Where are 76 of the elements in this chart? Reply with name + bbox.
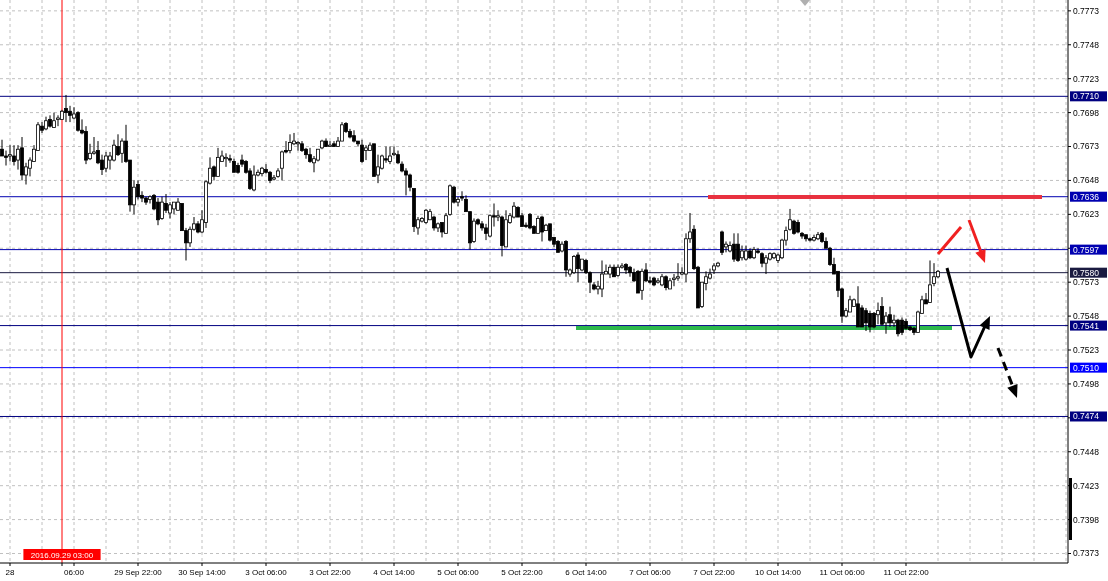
x-tick-label: 30 Sep 14:00 [178, 568, 227, 577]
candlestick [364, 144, 368, 161]
y-tick-label: 0.7748 [1073, 39, 1100, 50]
candlestick [296, 140, 300, 152]
candlestick [156, 197, 160, 226]
x-tick-label: 06:00 [63, 568, 85, 577]
candlestick [540, 215, 544, 242]
y-tick-label: 0.7723 [1073, 73, 1100, 84]
candlestick [12, 144, 16, 167]
x-tick-label: 11 Oct 22:00 [883, 568, 930, 577]
x-tick-label: 4 Oct 14:00 [373, 568, 416, 577]
candlestick [712, 262, 716, 275]
candlestick [120, 137, 124, 164]
candlestick [8, 144, 12, 162]
y-tick-label: 0.7373 [1073, 548, 1100, 559]
candlestick [876, 302, 880, 325]
x-tick-label: 3 Oct 22:00 [309, 568, 352, 577]
candlestick [280, 150, 284, 181]
ref-line-label: 0.7636 [1073, 191, 1100, 202]
x-tick-label: 6 Oct 14:00 [565, 568, 608, 577]
y-tick-label: 0.7773 [1073, 5, 1100, 16]
candlestick [288, 133, 292, 154]
candlestick [868, 310, 872, 333]
y-tick-label: 0.7423 [1073, 480, 1100, 491]
x-tick-label: 28 [5, 568, 15, 577]
candlestick [720, 230, 724, 256]
candlestick [328, 140, 332, 148]
ref-line-label: 0.7541 [1073, 320, 1100, 331]
candlestick [736, 232, 740, 263]
y-tick-label: 0.7498 [1073, 378, 1100, 389]
candlestick [160, 196, 164, 221]
x-tick-label: 7 Oct 22:00 [693, 568, 736, 577]
candlestick [360, 139, 364, 164]
candlestick [764, 254, 768, 275]
candlestick [732, 232, 736, 263]
candlestick [656, 277, 660, 285]
candlestick [216, 147, 220, 177]
y-tick-label: 0.7398 [1073, 514, 1100, 525]
x-tick-label: 7 Oct 06:00 [629, 568, 672, 577]
ref-line-label: 0.7580 [1073, 267, 1100, 278]
ref-line-label: 0.7510 [1073, 362, 1100, 373]
candlestick [856, 285, 860, 328]
candlestick [224, 152, 228, 168]
x-tick-label: 5 Oct 22:00 [501, 568, 544, 577]
x-tick-label: 5 Oct 06:00 [437, 568, 480, 577]
y-tick-label: 0.7698 [1073, 107, 1100, 118]
candlestick [676, 262, 680, 282]
ref-line-label: 0.7710 [1073, 91, 1100, 102]
y-tick-label: 0.7448 [1073, 446, 1100, 457]
candlestick [76, 110, 80, 133]
candlestick [404, 167, 408, 196]
candlestick [576, 251, 580, 283]
x-tick-label: 10 Oct 14:00 [755, 568, 802, 577]
y-tick-label: 0.7648 [1073, 175, 1100, 186]
candlestick [104, 151, 108, 173]
ref-line-label: 0.7474 [1073, 411, 1100, 422]
y-tick-label: 0.7673 [1073, 141, 1100, 152]
candlestick [600, 259, 604, 298]
candlestick [252, 165, 256, 192]
x-tick-label: 29 Sep 22:00 [114, 568, 163, 577]
x-tick-label: 2016.09.29 03:00 [30, 550, 94, 560]
candlestick [860, 304, 864, 328]
ref-line-label: 0.7597 [1073, 244, 1100, 255]
y-tick-label: 0.7623 [1073, 209, 1100, 220]
candlestick [388, 146, 392, 165]
x-tick-label: 11 Oct 06:00 [819, 568, 866, 577]
candlestick [628, 265, 632, 278]
candlestick [928, 259, 932, 304]
candlestick [56, 114, 60, 127]
candlestick [64, 94, 68, 123]
y-tick-label: 0.7573 [1073, 277, 1100, 288]
y-tick-label: 0.7548 [1073, 311, 1100, 322]
y-tick-label: 0.7523 [1073, 344, 1100, 355]
candlestick [52, 112, 56, 129]
candlestick [864, 307, 868, 332]
x-tick-label: 3 Oct 06:00 [245, 568, 288, 577]
